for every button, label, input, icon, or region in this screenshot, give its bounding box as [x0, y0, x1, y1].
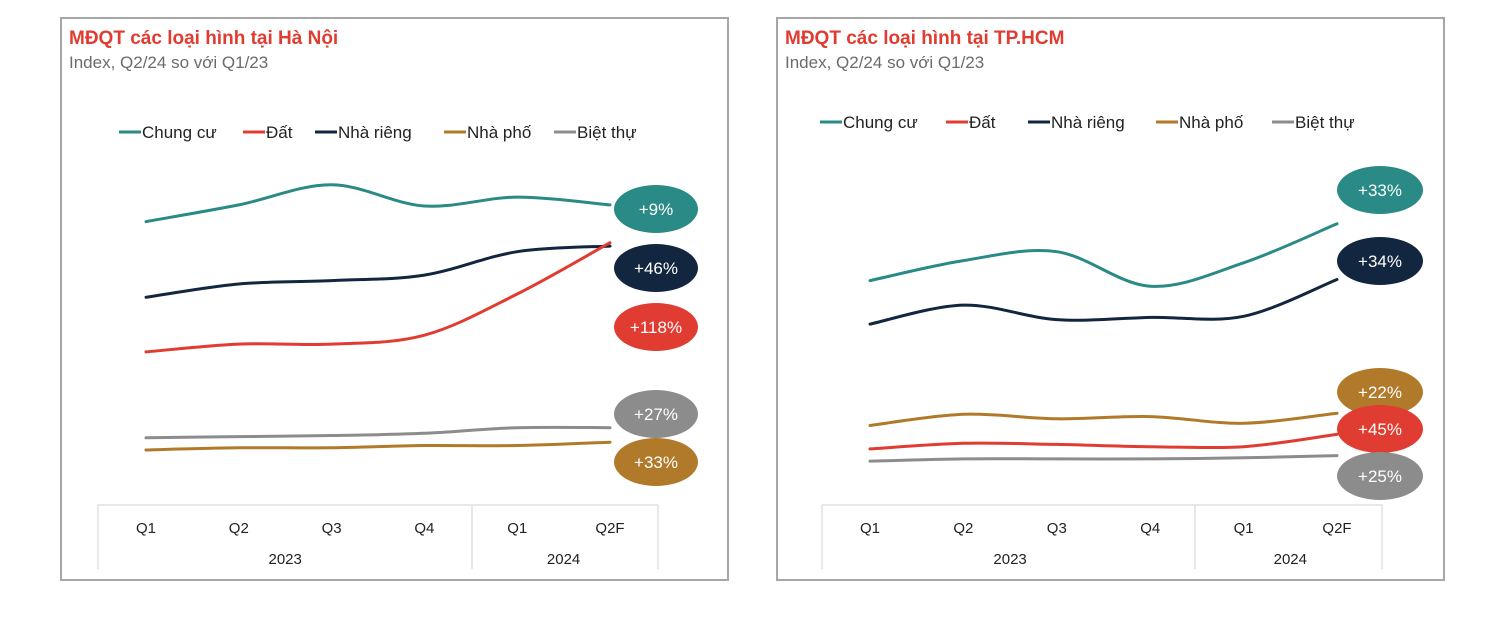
x-tick-label: Q2	[953, 520, 973, 537]
x-tick-label: Q1	[860, 520, 880, 537]
x-group-label: 2024	[547, 551, 580, 568]
x-axis: Q1 Q2 Q3 Q4 Q1 Q2F 2023 2024	[821, 504, 1383, 569]
end-labels: +9% +46% +118% +27% +33%	[614, 185, 698, 486]
series-line-dat	[868, 432, 1339, 451]
value-label-dat: +118%	[630, 318, 682, 337]
value-label-chung-cu: +9%	[639, 200, 674, 219]
value-bubble-nha-rieng	[614, 244, 698, 292]
series-line-dat	[144, 241, 612, 354]
value-label-dat: +45%	[1358, 420, 1402, 439]
chart-panel-hcmc: MĐQT các loại hình tại TP.HCM Index, Q2/…	[776, 17, 1445, 581]
value-label-nha-rieng: +46%	[634, 259, 678, 278]
series-line-chung-cu	[868, 222, 1339, 288]
legend: Chung cư Đất Nhà riêng Nhà phố Biệt thự	[820, 113, 1355, 132]
x-tick-label: Q2F	[1322, 520, 1351, 537]
value-bubble-nha-pho	[1337, 368, 1423, 416]
value-bubble-chung-cu	[1337, 166, 1423, 214]
x-tick-label: Q3	[322, 520, 342, 537]
value-bubble-chung-cu	[614, 185, 698, 233]
series-line-nha-pho	[144, 440, 612, 452]
x-tick-label: Q3	[1047, 520, 1067, 537]
value-bubble-nha-pho	[614, 438, 698, 486]
series-line-biet-thu	[868, 454, 1339, 463]
value-bubble-dat	[1337, 405, 1423, 453]
chart-title: MĐQT các loại hình tại Hà Nội	[69, 28, 339, 49]
x-group-label: 2023	[993, 551, 1026, 568]
x-tick-label: Q2F	[595, 520, 624, 537]
chart-panel-hanoi: MĐQT các loại hình tại Hà Nội Index, Q2/…	[60, 17, 729, 581]
legend-label-chung-cu: Chung cư	[142, 123, 217, 142]
legend-label-dat: Đất	[969, 113, 996, 132]
value-label-biet-thu: +25%	[1358, 467, 1402, 486]
x-tick-label: Q1	[136, 520, 156, 537]
series-line-chung-cu	[144, 183, 612, 224]
value-label-nha-pho: +33%	[634, 453, 678, 472]
legend-label-biet-thu: Biệt thự	[1295, 113, 1355, 132]
legend-label-biet-thu: Biệt thự	[577, 123, 637, 142]
x-tick-label: Q1	[507, 520, 527, 537]
x-axis: Q1 Q2 Q3 Q4 Q1 Q2F 2023 2024	[97, 504, 659, 569]
value-bubble-nha-rieng	[1337, 237, 1423, 285]
legend-label-nha-pho: Nhà phố	[1179, 113, 1244, 132]
x-group-label: 2024	[1274, 551, 1307, 568]
x-tick-label: Q2	[229, 520, 249, 537]
legend-label-chung-cu: Chung cư	[843, 113, 918, 132]
legend: Chung cư Đất Nhà riêng Nhà phố Biệt thự	[119, 123, 637, 142]
value-bubble-biet-thu	[614, 390, 698, 438]
series-line-biet-thu	[144, 425, 612, 440]
chart-subtitle: Index, Q2/24 so với Q1/23	[785, 53, 985, 72]
legend-label-dat: Đất	[266, 123, 293, 142]
legend-label-nha-rieng: Nhà riêng	[338, 123, 412, 142]
x-tick-label: Q1	[1234, 520, 1254, 537]
x-tick-label: Q4	[414, 520, 434, 537]
series-group	[868, 222, 1339, 463]
end-labels: +33% +34% +22% +45% +25%	[1337, 166, 1423, 500]
chart-title: MĐQT các loại hình tại TP.HCM	[785, 28, 1065, 49]
series-line-nha-rieng	[144, 244, 612, 299]
series-line-nha-pho	[868, 411, 1339, 427]
value-label-chung-cu: +33%	[1358, 181, 1402, 200]
value-bubble-dat	[614, 303, 698, 351]
legend-label-nha-rieng: Nhà riêng	[1051, 113, 1125, 132]
value-label-nha-rieng: +34%	[1358, 252, 1402, 271]
series-group	[144, 183, 612, 452]
x-group-label: 2023	[269, 551, 302, 568]
legend-label-nha-pho: Nhà phố	[467, 123, 532, 142]
chart-subtitle: Index, Q2/24 so với Q1/23	[69, 53, 269, 72]
x-tick-label: Q4	[1140, 520, 1160, 537]
series-line-nha-rieng	[868, 278, 1339, 326]
value-bubble-biet-thu	[1337, 452, 1423, 500]
value-label-biet-thu: +27%	[634, 405, 678, 424]
value-label-nha-pho: +22%	[1358, 383, 1402, 402]
